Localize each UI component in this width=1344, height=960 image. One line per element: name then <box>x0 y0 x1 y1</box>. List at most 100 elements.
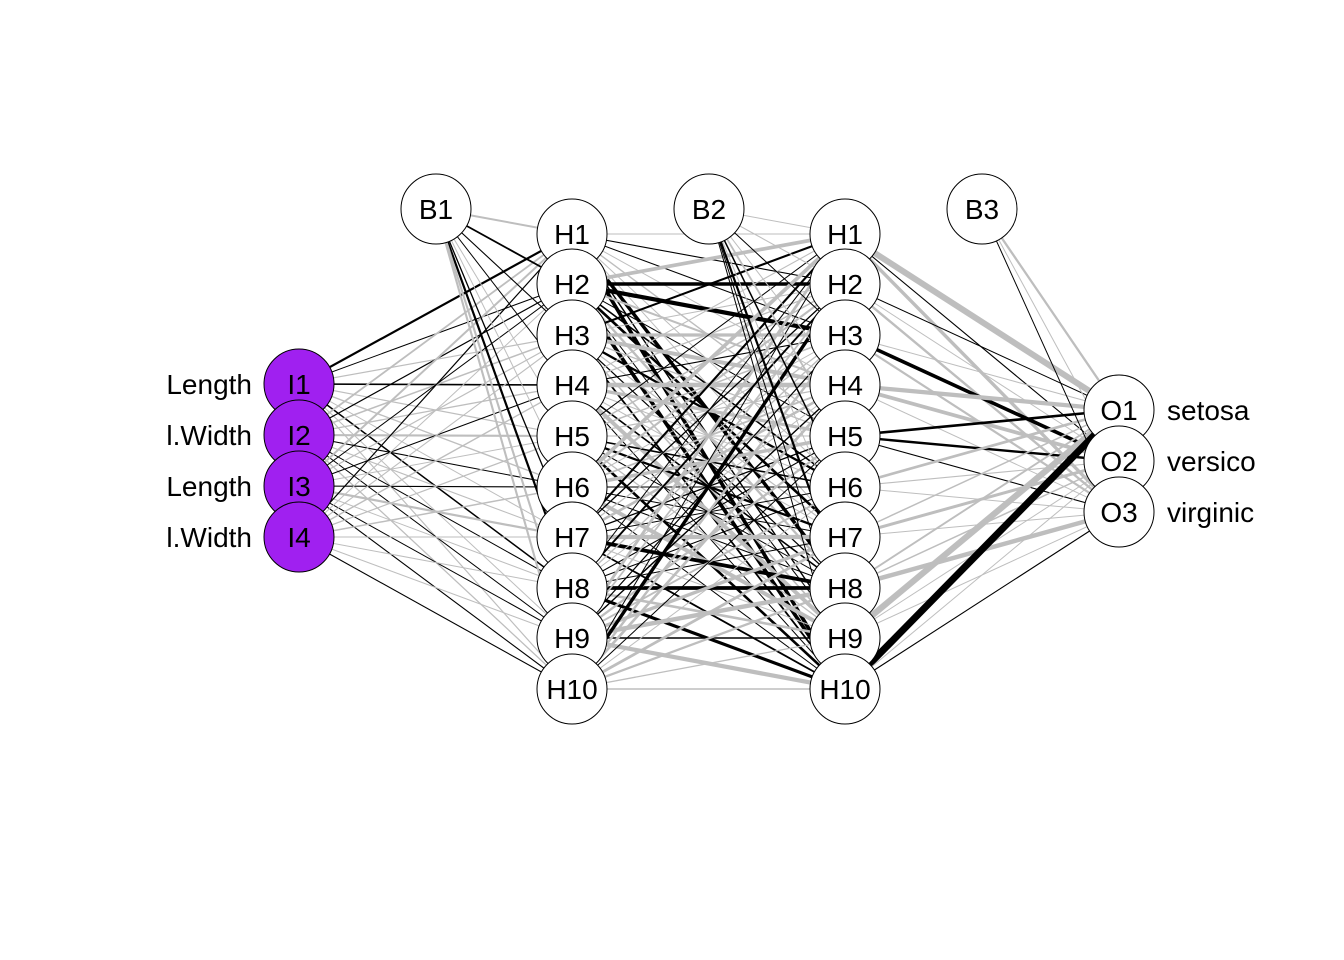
node-label: O1 <box>1100 395 1137 426</box>
hidden1-node-H10: H10 <box>536 653 608 725</box>
bias-node-B2: B2 <box>673 173 745 245</box>
connection-H3-H1 <box>571 233 846 336</box>
connection-H7-O1 <box>844 409 1120 538</box>
node-label: H1 <box>827 219 863 250</box>
node-label: B3 <box>965 194 999 225</box>
connection-I2-H1 <box>298 233 573 436</box>
input-label: Length <box>166 369 252 400</box>
connections <box>298 208 1122 692</box>
connection-H10-H5 <box>571 435 846 690</box>
node-label: H7 <box>554 522 590 553</box>
node-label: H9 <box>827 623 863 654</box>
node-circle <box>263 501 335 573</box>
node-label: O3 <box>1100 497 1137 528</box>
connection-H4-O1 <box>844 382 1120 413</box>
node-label: H6 <box>554 472 590 503</box>
hidden1-node-H5: H5 <box>536 400 608 472</box>
connection-I4-H5 <box>298 435 573 538</box>
node-label: H9 <box>554 623 590 654</box>
node-circle <box>400 173 472 245</box>
output-label: setosa <box>1167 395 1250 426</box>
node-label: H8 <box>827 573 863 604</box>
output-node-O2: O2 <box>1083 425 1155 497</box>
hidden1-node-H6: H6 <box>536 451 608 523</box>
hidden1-node-H7: H7 <box>536 501 608 573</box>
hidden2-node-H6: H6 <box>809 451 881 523</box>
connection-H10-H8 <box>571 586 846 691</box>
connection-I4-H10 <box>298 536 573 690</box>
connection-H8-O1 <box>844 409 1120 589</box>
connection-H10-O1 <box>842 407 1122 692</box>
input-node-I1: I1 <box>263 348 335 420</box>
connection-I1-H1 <box>298 233 573 385</box>
connection-H9-H1 <box>570 233 847 639</box>
connection-H10-H7 <box>571 535 846 691</box>
connection-I4-H9 <box>298 536 573 639</box>
node-circle <box>946 173 1018 245</box>
connection-H10-H4 <box>570 384 847 690</box>
node-label: H7 <box>827 522 863 553</box>
connection-I4-H1 <box>298 233 573 538</box>
node-circle <box>1083 476 1155 548</box>
hidden2-node-H10: H10 <box>809 653 881 725</box>
bias-node-B1: B1 <box>400 173 472 245</box>
connection-I4-H8 <box>298 536 573 589</box>
connection-H5-O1 <box>844 408 1120 438</box>
node-label: O2 <box>1100 446 1137 477</box>
connection-H2-O1 <box>844 283 1120 411</box>
node-label: H2 <box>554 269 590 300</box>
node-label: B2 <box>692 194 726 225</box>
connection-H10-H2 <box>570 283 847 690</box>
connection-H10-H1 <box>571 233 846 690</box>
hidden1-node-H9: H9 <box>536 602 608 674</box>
connection-H6-H1 <box>570 232 847 489</box>
node-labels: Length l.Width Length l.Width setosa versico v… <box>166 369 1255 553</box>
input-label: Length <box>166 471 252 502</box>
connection-H10-H6 <box>571 486 846 690</box>
input-label: l.Width <box>166 522 252 553</box>
nodes: H1 H2 H3 H4 H5 H6 H7 H8 H9 H10 H1 H2 H3 H4 H5 H6 H7 H8 H9 H… <box>166 173 1256 725</box>
connection-I4-H3 <box>298 334 573 538</box>
connection-H10-H9 <box>571 637 846 690</box>
connection-I4-H2 <box>298 283 573 538</box>
node-circle <box>536 653 608 725</box>
connection-H7-H1 <box>571 233 846 538</box>
input-label: l.Width <box>166 420 252 451</box>
node-label: I1 <box>287 369 310 400</box>
output-label: versico <box>1167 446 1256 477</box>
connection-H1-O1 <box>843 231 1121 413</box>
connection-I4-H4 <box>298 384 573 538</box>
output-label: virginic <box>1167 497 1254 528</box>
node-label: H5 <box>554 421 590 452</box>
node-label: H4 <box>554 370 590 401</box>
input-node-I3: I3 <box>263 450 335 522</box>
hidden2-node-H3: H3 <box>809 299 881 371</box>
node-label: I4 <box>287 522 310 553</box>
input-node-I2: I2 <box>263 399 335 471</box>
node-label: H10 <box>546 674 597 705</box>
node-label: H6 <box>827 472 863 503</box>
hidden2-node-H1: H1 <box>809 198 881 270</box>
node-label: I3 <box>287 471 310 502</box>
output-node-O3: O3 <box>1083 476 1155 548</box>
node-label: H2 <box>827 269 863 300</box>
connection-I3-H1 <box>298 233 573 487</box>
bias-node-B3: B3 <box>946 173 1018 245</box>
hidden2-node-H5: H5 <box>809 400 881 472</box>
hidden1-node-H4: H4 <box>536 349 608 421</box>
input-node-I4: I4 <box>263 501 335 573</box>
connection-H3-O1 <box>844 334 1120 411</box>
node-label: H3 <box>554 320 590 351</box>
node-label: B1 <box>419 194 453 225</box>
connection-H10-O3 <box>844 511 1120 690</box>
node-label: H5 <box>827 421 863 452</box>
connection-H9-O1 <box>843 407 1121 641</box>
node-label: H4 <box>827 370 863 401</box>
node-label: I2 <box>287 420 310 451</box>
hidden2-node-H8: H8 <box>809 552 881 624</box>
connection-H2-H1 <box>571 232 846 286</box>
node-label: H1 <box>554 219 590 250</box>
connection-H5-H1 <box>571 233 846 437</box>
